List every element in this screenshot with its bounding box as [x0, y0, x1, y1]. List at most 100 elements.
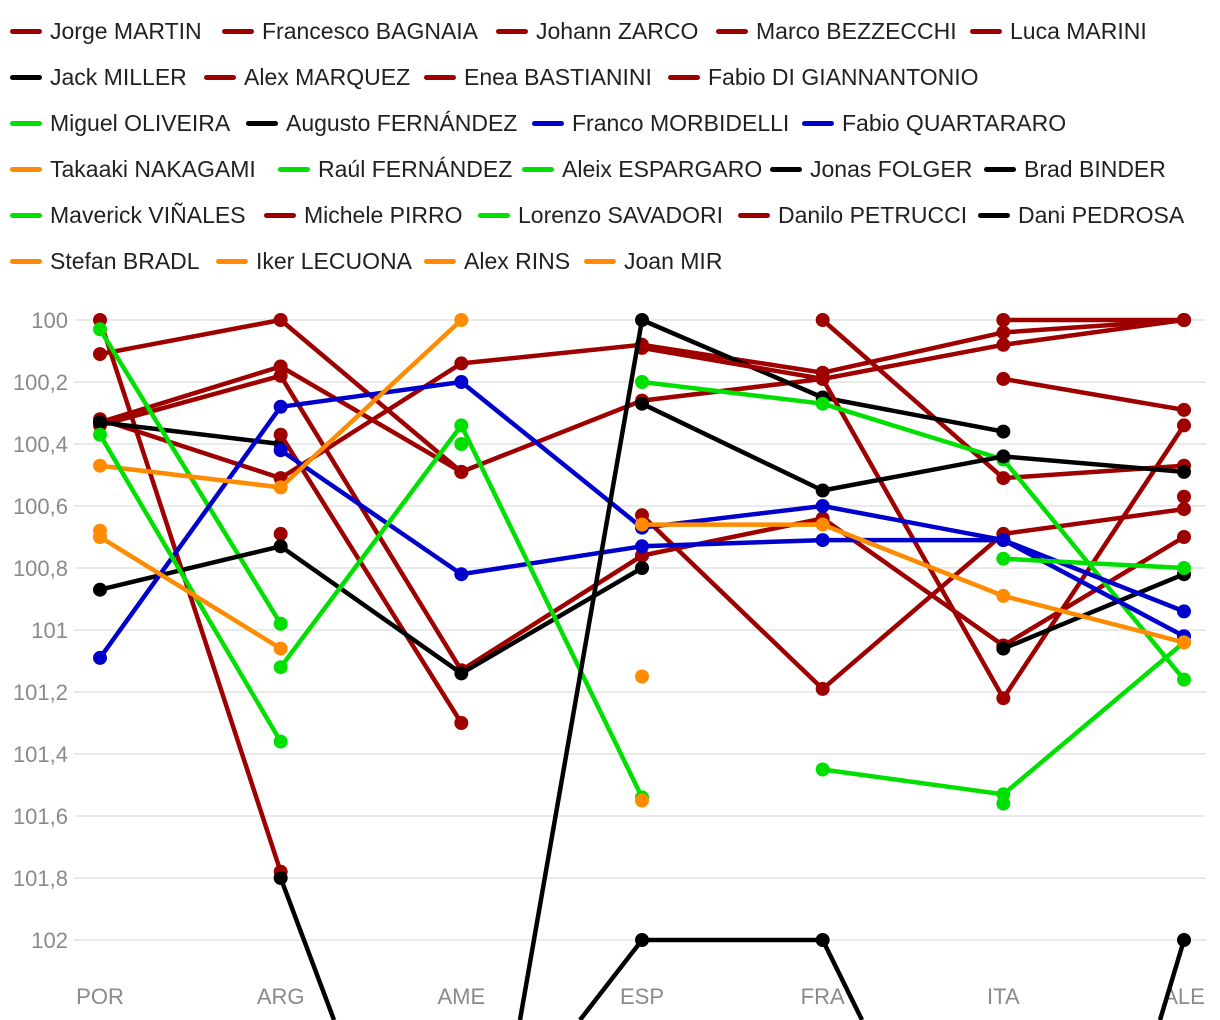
data-point[interactable] [996, 691, 1011, 706]
legend-item[interactable]: Jack MILLER [10, 54, 187, 100]
data-point[interactable] [1177, 530, 1191, 544]
data-point[interactable] [635, 793, 649, 808]
data-point[interactable] [635, 375, 649, 389]
data-point[interactable] [996, 313, 1011, 327]
data-point[interactable] [273, 660, 288, 675]
data-point[interactable] [1177, 561, 1191, 575]
data-point[interactable] [1177, 313, 1191, 327]
data-point[interactable] [93, 427, 107, 442]
data-point[interactable] [815, 371, 830, 386]
data-point[interactable] [1177, 402, 1191, 417]
series-fabio-quartararo[interactable] [273, 443, 1191, 619]
legend-item[interactable]: Iker LECUONA [216, 238, 412, 284]
data-point[interactable] [273, 539, 288, 554]
legend-item[interactable]: Brad BINDER [984, 146, 1166, 192]
legend-item[interactable]: Joan MIR [584, 238, 722, 284]
legend-item[interactable]: Aleix ESPARGARO [522, 146, 762, 192]
data-point[interactable] [93, 530, 107, 544]
data-point[interactable] [273, 443, 288, 458]
legend-item[interactable]: Dani PEDROSA [978, 192, 1184, 238]
data-point[interactable] [454, 464, 469, 479]
data-point[interactable] [454, 666, 469, 681]
legend-item[interactable]: Maverick VIÑALES [10, 192, 246, 238]
data-point[interactable] [635, 669, 649, 684]
series-iker-lecuona[interactable] [93, 517, 1191, 656]
data-point[interactable] [273, 427, 288, 442]
data-point[interactable] [996, 449, 1011, 464]
legend-item[interactable]: Jorge MARTIN [10, 8, 202, 54]
data-point[interactable] [996, 471, 1011, 486]
data-point[interactable] [996, 796, 1011, 811]
data-point[interactable] [815, 533, 830, 548]
data-point[interactable] [815, 396, 830, 411]
series-miguel-oliveira[interactable] [93, 322, 1191, 687]
data-point[interactable] [815, 762, 830, 777]
data-point[interactable] [996, 325, 1011, 340]
data-point[interactable] [273, 313, 288, 327]
data-point[interactable] [273, 480, 288, 495]
data-point[interactable] [454, 313, 469, 327]
data-point[interactable] [635, 396, 649, 411]
data-point[interactable] [815, 499, 830, 513]
data-point[interactable] [454, 716, 469, 730]
data-point[interactable] [996, 588, 1011, 603]
data-point[interactable] [996, 424, 1011, 439]
legend-item[interactable]: Jonas FOLGER [770, 146, 972, 192]
data-point[interactable] [454, 437, 469, 451]
data-point[interactable] [1177, 464, 1191, 479]
data-point[interactable] [93, 415, 107, 430]
legend-item[interactable]: Stefan BRADL [10, 238, 200, 284]
legend-item[interactable]: Alex RINS [424, 238, 570, 284]
legend-item[interactable]: Michele PIRRO [264, 192, 462, 238]
data-point[interactable] [1177, 604, 1191, 619]
legend-item[interactable]: Johann ZARCO [496, 8, 698, 54]
data-point[interactable] [635, 561, 649, 575]
legend-item[interactable]: Fabio QUARTARARO [802, 100, 1066, 146]
data-point[interactable] [996, 641, 1011, 656]
data-point[interactable] [815, 313, 830, 327]
data-point[interactable] [996, 337, 1011, 352]
data-point[interactable] [454, 418, 469, 433]
data-point[interactable] [93, 347, 107, 362]
data-point[interactable] [1177, 418, 1191, 433]
data-point[interactable] [996, 371, 1011, 386]
legend-item[interactable]: Franco MORBIDELLI [532, 100, 789, 146]
series-jorge-martin[interactable] [93, 313, 1191, 479]
data-point[interactable] [273, 734, 288, 749]
data-point[interactable] [1177, 635, 1191, 650]
data-point[interactable] [93, 458, 107, 473]
data-point[interactable] [1177, 672, 1191, 687]
data-point[interactable] [273, 368, 288, 383]
data-point[interactable] [93, 322, 107, 337]
legend-item[interactable]: Enea BASTIANINI [424, 54, 652, 100]
data-point[interactable] [93, 582, 107, 597]
data-point[interactable] [454, 567, 469, 582]
data-point[interactable] [93, 650, 107, 665]
data-point[interactable] [996, 533, 1011, 548]
data-point[interactable] [454, 356, 469, 371]
series-augusto-fern-ndez[interactable] [93, 539, 1191, 681]
data-point[interactable] [454, 375, 469, 389]
data-point[interactable] [635, 517, 649, 532]
series-brad-binder[interactable] [635, 933, 1191, 947]
data-point[interactable] [273, 616, 288, 631]
series-michele-pirro[interactable] [1177, 489, 1191, 504]
series-alex-marquez[interactable] [273, 371, 1191, 730]
legend-item[interactable]: Marco BEZZECCHI [716, 8, 957, 54]
legend-item[interactable]: Francesco BAGNAIA [222, 8, 478, 54]
legend-item[interactable]: Takaaki NAKAGAMI [10, 146, 256, 192]
legend-item[interactable]: Augusto FERNÁNDEZ [246, 100, 517, 146]
data-point[interactable] [996, 551, 1011, 566]
series-takaaki-nakagami[interactable] [93, 313, 469, 495]
data-point[interactable] [273, 399, 288, 414]
series-alex-rins[interactable] [635, 793, 649, 808]
data-point[interactable] [635, 539, 649, 554]
data-point[interactable] [273, 526, 288, 541]
series-aleix-espargaro[interactable] [273, 418, 1191, 805]
series-maverick-vi-ales[interactable] [454, 437, 1011, 811]
legend-item[interactable]: Raúl FERNÁNDEZ [278, 146, 512, 192]
data-point[interactable] [1177, 502, 1191, 517]
data-point[interactable] [273, 641, 288, 656]
legend-item[interactable]: Luca MARINI [970, 8, 1147, 54]
legend-item[interactable]: Danilo PETRUCCI [738, 192, 967, 238]
